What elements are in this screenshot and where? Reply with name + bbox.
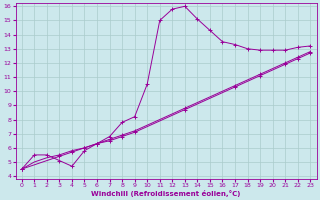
X-axis label: Windchill (Refroidissement éolien,°C): Windchill (Refroidissement éolien,°C) (91, 190, 241, 197)
